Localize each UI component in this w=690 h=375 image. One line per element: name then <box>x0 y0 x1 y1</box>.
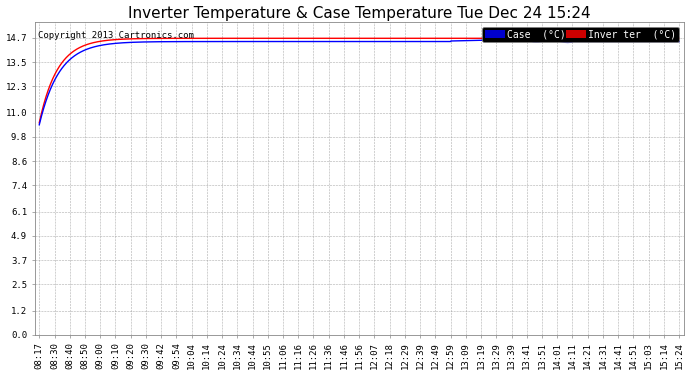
Legend: Case  (°C), Inver ter  (°C): Case (°C), Inver ter (°C) <box>482 27 679 42</box>
Text: Copyright 2013 Cartronics.com: Copyright 2013 Cartronics.com <box>38 31 194 40</box>
Title: Inverter Temperature & Case Temperature Tue Dec 24 15:24: Inverter Temperature & Case Temperature … <box>128 6 591 21</box>
